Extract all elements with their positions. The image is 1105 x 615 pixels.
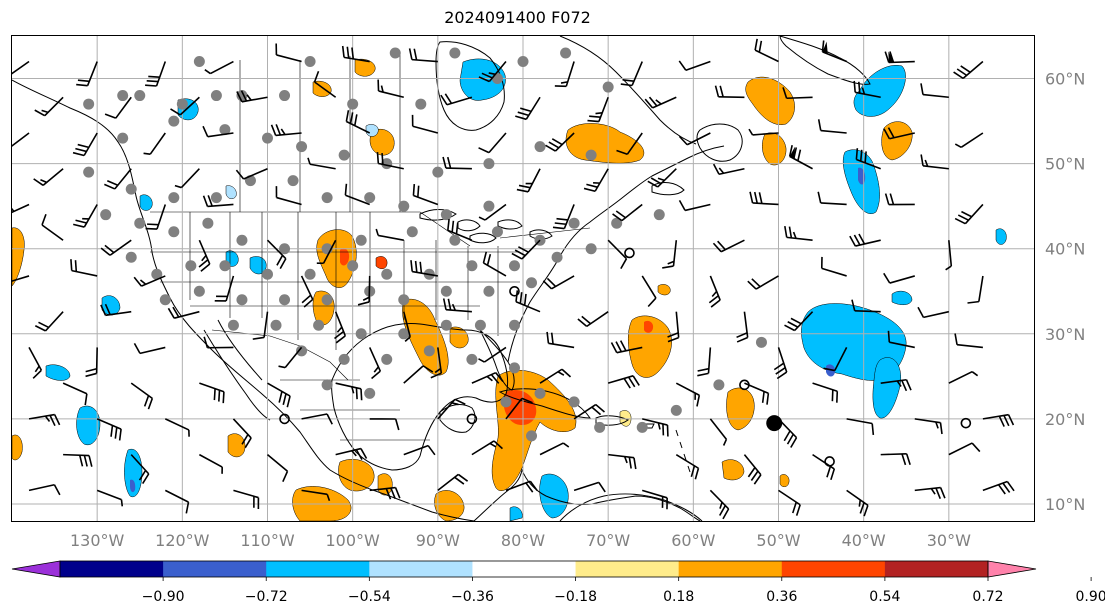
colorbar-segment [369,561,473,577]
colorbar-segment [575,561,680,577]
lon-tick-label: 120°W [155,531,210,550]
longitude-labels: 130°W 120°W 110°W 100°W 90°W 80°W 70°W 60°W 50°W… [70,531,971,550]
colorbar-under-triangle [11,560,61,578]
colorbar-segment [678,561,783,577]
colorbar-segment [472,561,577,577]
lon-tick-label: 30°W [927,531,971,550]
colorbar-tick-label: −0.18 [554,589,597,605]
lon-tick-label: 70°W [586,531,630,550]
colorbar-tick-label: −0.90 [142,589,185,605]
colorbar-tick-label: 0.18 [663,589,694,605]
lon-tick-label: 100°W [325,531,380,550]
lon-tick-label: 60°W [671,531,715,550]
lat-tick-label: 40°N [1045,240,1085,259]
colorbar-tick-label: 0.54 [869,589,900,605]
lat-tick-label: 20°N [1045,410,1085,429]
colorbar-segment [781,561,886,577]
colorbar-segment [884,561,989,577]
lon-tick-label: 40°W [842,531,886,550]
colorbar-segment [266,561,370,577]
lat-tick-label: 30°N [1045,325,1085,344]
colorbar-tick-label: 0.72 [972,589,1003,605]
map-title: 2024091400 F072 [444,8,591,27]
lat-tick-label: 50°N [1045,155,1085,174]
colorbar-tick-label: 0.90 [1076,589,1105,605]
lat-tick-label: 60°N [1045,70,1085,89]
colorbar-tick-label: −0.72 [245,589,288,605]
map-panel[interactable] [11,35,1035,522]
colorbar-over-triangle [987,560,1037,578]
colorbar-segment [60,561,164,577]
latitude-labels: 60°N 50°N 40°N 30°N 20°N 10°N [1045,70,1085,514]
lon-tick-label: 130°W [70,531,125,550]
colorbar-tick-label: −0.54 [348,589,391,605]
lat-tick-label: 10°N [1045,495,1085,514]
lon-tick-label: 50°W [756,531,800,550]
lon-tick-label: 110°W [240,531,295,550]
colorbar-tick-label: −0.36 [451,589,494,605]
colorbar-segment [163,561,267,577]
lon-tick-label: 80°W [501,531,545,550]
lon-tick-label: 90°W [416,531,460,550]
colorbar-tick-label: 0.36 [766,589,797,605]
colorbar-outline [59,560,989,578]
colorbar: −0.90 −0.72 −0.54 −0.36 −0.18 0.18 0.36 0.54 0.7… [11,560,1105,605]
